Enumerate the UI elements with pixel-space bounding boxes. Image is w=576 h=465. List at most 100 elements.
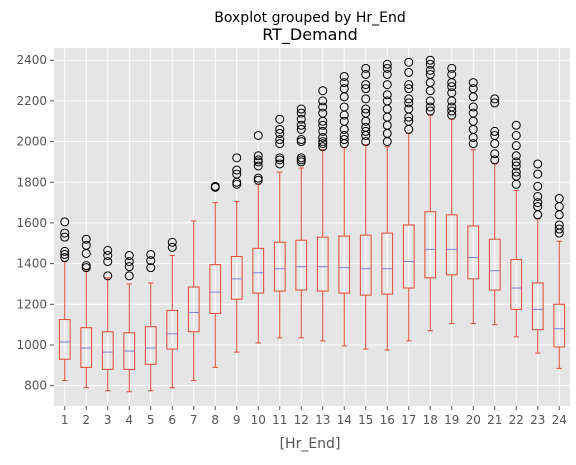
x-tick-label: 15 (358, 413, 373, 427)
box-10 (252, 130, 265, 344)
flier-point (490, 126, 500, 136)
flier-point (468, 78, 478, 88)
flier-point (339, 116, 349, 126)
flier-point (318, 96, 328, 106)
flier-point (253, 161, 263, 171)
flier-point (490, 130, 500, 140)
x-tick-label: 5 (147, 413, 155, 427)
box-body (295, 239, 308, 291)
flier-point (210, 181, 220, 191)
flier-point (275, 128, 285, 138)
y-tick-label: 1800 (16, 175, 47, 189)
flier-point (103, 271, 113, 281)
flier-point (318, 137, 328, 147)
flier-point (318, 133, 328, 142)
box-body (338, 235, 351, 294)
box-body (101, 331, 114, 370)
flier-point (361, 122, 371, 132)
x-tick-label: 20 (466, 413, 481, 427)
flier-point (81, 261, 91, 271)
flier-point (146, 249, 156, 259)
flier-point (404, 116, 414, 126)
flier-point (275, 124, 285, 134)
x-tick-label: 14 (337, 413, 352, 427)
chart-title: RT_Demand (262, 25, 358, 45)
box-11 (273, 114, 286, 339)
flier-point (60, 249, 70, 259)
flier-point (232, 153, 242, 163)
flier-point (490, 98, 500, 108)
flier-point (533, 181, 543, 191)
flier-point (404, 57, 414, 67)
y-tick-label: 2000 (16, 135, 47, 149)
flier-point (511, 141, 521, 151)
box-3 (101, 245, 114, 392)
x-tick-label: 1 (61, 413, 69, 427)
box-1 (58, 217, 71, 382)
flier-point (81, 240, 91, 250)
flier-point (511, 161, 521, 171)
flier-point (425, 102, 435, 112)
y-tick-label: 1000 (16, 338, 47, 352)
flier-point (447, 82, 457, 92)
box-body (209, 264, 222, 314)
y-tick-label: 800 (24, 379, 47, 393)
flier-point (511, 167, 521, 177)
flier-point (253, 130, 263, 140)
flier-point (511, 157, 521, 167)
x-tick-label: 3 (104, 413, 112, 427)
box-body (402, 224, 415, 289)
x-tick-label: 10 (251, 413, 266, 427)
flier-point (124, 262, 134, 272)
box-body (381, 232, 394, 295)
flier-point (447, 102, 457, 112)
flier-point (533, 169, 543, 179)
flier-point (425, 55, 435, 65)
flier-point (339, 71, 349, 81)
flier-point (318, 108, 328, 118)
flier-point (490, 155, 500, 165)
box-5 (144, 249, 157, 392)
x-tick-label: 21 (487, 413, 502, 427)
box-body (467, 225, 480, 280)
flier-point (447, 106, 457, 116)
flier-point (361, 137, 371, 147)
flier-point (382, 69, 392, 79)
box-body (187, 286, 200, 333)
box-body (58, 319, 71, 360)
box-15 (359, 63, 372, 350)
flier-point (425, 106, 435, 116)
y-tick-label: 2400 (16, 53, 47, 67)
flier-point (554, 220, 564, 230)
box-8 (209, 181, 222, 368)
flier-point (468, 102, 478, 112)
flier-point (253, 173, 263, 183)
box-body (488, 238, 501, 291)
flier-point (425, 96, 435, 106)
x-tick-label: 11 (272, 413, 287, 427)
box-body (553, 303, 566, 348)
flier-point (146, 256, 156, 266)
flier-point (81, 234, 91, 244)
flier-point (425, 69, 435, 79)
flier-point (296, 104, 306, 114)
flier-point (339, 135, 349, 145)
plot-background (54, 48, 570, 406)
flier-point (124, 250, 134, 260)
flier-point (382, 90, 392, 100)
flier-point (404, 80, 414, 90)
flier-point (296, 120, 306, 130)
box-14 (338, 71, 351, 347)
y-tick-labels: 800 1000 1200 1400 1600 1800 2000 2200 2400 (16, 53, 54, 393)
flier-point (511, 120, 521, 130)
box-4 (123, 250, 136, 393)
flier-point (490, 94, 500, 104)
box-18 (424, 55, 437, 332)
flier-point (425, 65, 435, 75)
flier-point (382, 96, 392, 106)
flier-point (361, 104, 371, 114)
flier-point (511, 151, 521, 161)
box-6 (166, 237, 179, 389)
flier-point (275, 139, 285, 149)
flier-point (275, 135, 285, 145)
